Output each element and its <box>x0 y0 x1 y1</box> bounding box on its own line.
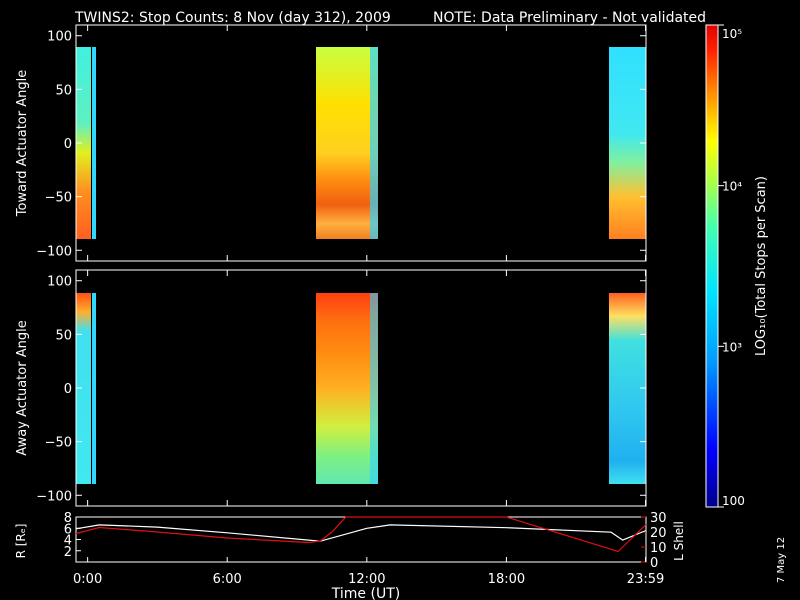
orbit-lines <box>75 516 647 553</box>
y-tick-label: 100 <box>47 30 72 45</box>
toward-y-ticks: 100 50 0 −50 −100 <box>36 25 647 261</box>
x-tick-label: 0:00 <box>73 572 102 587</box>
heatmap-block-away-early <box>76 293 91 484</box>
colorbar: 10⁵ 10⁴ 10³ 100 LOG₁₀(Total Stops per Scan) <box>705 24 769 508</box>
heatmap-block-toward-early-edge <box>92 47 96 239</box>
heatmap-block-away-midday <box>316 293 378 484</box>
r-distance-line <box>75 524 647 542</box>
lshell-tick-label: 30 <box>650 511 667 526</box>
chart-title: TWINS2: Stop Counts: 8 Nov (day 312), 20… <box>74 10 391 26</box>
preliminary-note: NOTE: Data Preliminary - Not validated <box>433 10 706 26</box>
colorbar-tick-label: 10³ <box>722 340 742 354</box>
heatmap-block-away-early-edge <box>92 293 96 484</box>
away-y-ticks: 100 50 0 −50 −100 <box>36 270 647 506</box>
y-tick-label: 100 <box>47 275 72 290</box>
heatmap-block-toward-midday <box>316 47 378 239</box>
heatmap-block-toward-late <box>609 47 646 239</box>
heatmap-block-away-late <box>609 293 646 484</box>
x-tick-label: 12:00 <box>348 572 385 587</box>
lshell-tick-label: 20 <box>650 526 667 541</box>
toward-panel: 100 50 0 −50 −100 Toward Actuator Angle <box>15 24 647 262</box>
r-tick-label: 6 <box>64 522 72 537</box>
y-tick-label: −100 <box>36 244 72 259</box>
colorbar-tick-label: 100 <box>722 494 745 508</box>
colorbar-gradient <box>705 24 719 508</box>
lshell-tick-label: 0 <box>650 556 658 571</box>
heatmap-block-toward-early <box>76 47 91 239</box>
away-y-label: Away Actuator Angle <box>15 320 30 455</box>
y-tick-label: −100 <box>36 489 72 504</box>
x-tick-label: 18:00 <box>488 572 525 587</box>
away-panel: 100 50 0 −50 −100 Away Actuator Angle <box>15 269 647 507</box>
y-tick-label: 0 <box>64 382 72 397</box>
date-stamp: 7 May 12 <box>776 537 787 583</box>
r-tick-label: 8 <box>64 511 72 526</box>
heatmap-block-toward-midday-edge <box>370 47 378 239</box>
lshell-tick-label: 10 <box>650 541 667 556</box>
r-axis-label: R [Rₑ] <box>14 524 28 559</box>
r-tick-label: 4 <box>64 534 72 549</box>
colorbar-label: LOG₁₀(Total Stops per Scan) <box>754 176 769 356</box>
colorbar-tick-label: 10⁵ <box>722 27 742 41</box>
y-tick-label: 50 <box>55 83 72 98</box>
y-tick-label: −50 <box>45 436 72 451</box>
toward-y-label: Toward Actuator Angle <box>15 70 30 217</box>
x-axis-label: Time (UT) <box>331 586 400 600</box>
y-tick-label: 50 <box>55 328 72 343</box>
y-tick-label: −50 <box>45 191 72 206</box>
lshell-line <box>75 516 647 553</box>
x-tick-label: 6:00 <box>213 572 242 587</box>
orbit-panel-frame <box>75 516 647 563</box>
colorbar-tick-label: 10⁴ <box>722 180 742 194</box>
y-tick-label: 0 <box>64 137 72 152</box>
x-tick-label: 23:59 <box>627 572 664 587</box>
colorbar-ticks: 10⁵ 10⁴ 10³ 100 <box>718 24 745 508</box>
r-tick-label: 2 <box>64 545 72 560</box>
lshell-axis-label: L Shell <box>672 521 686 561</box>
heatmap-block-away-midday-edge <box>370 293 378 484</box>
